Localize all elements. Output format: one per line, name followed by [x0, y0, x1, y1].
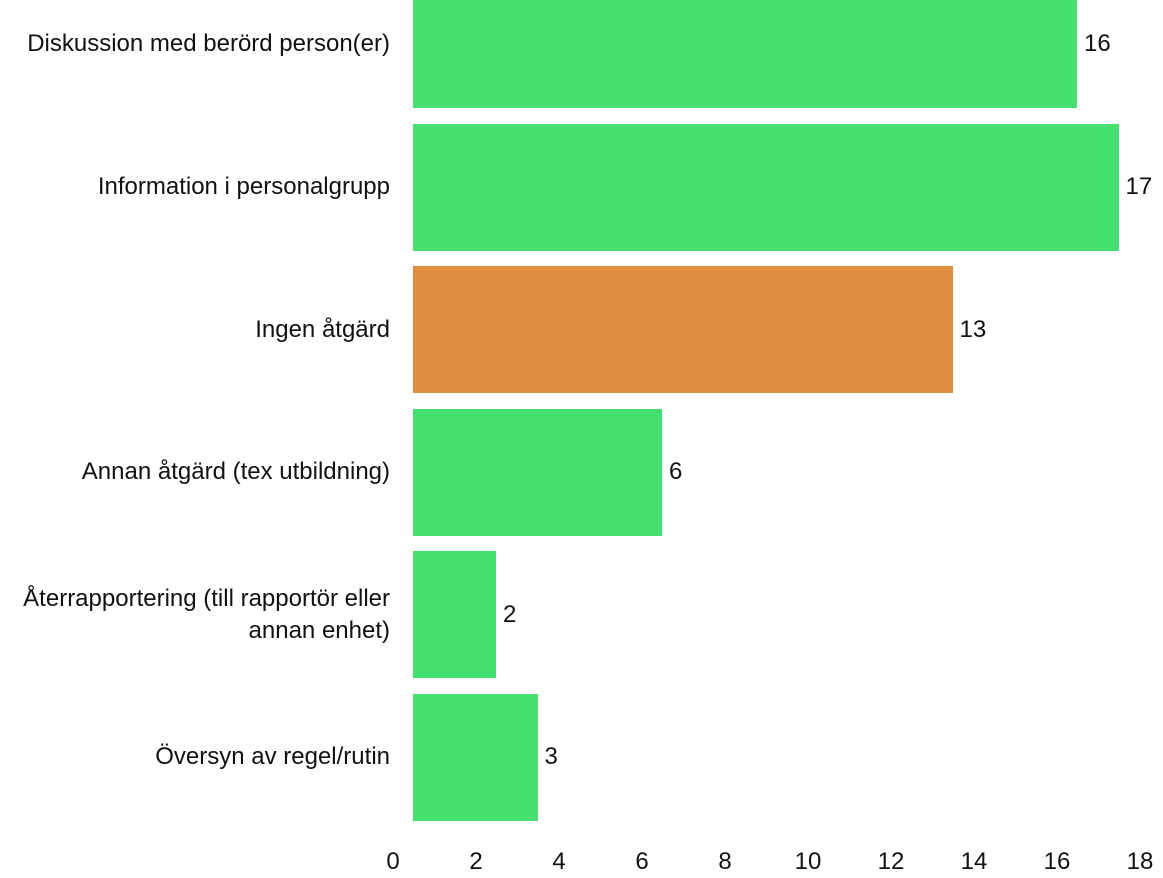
category-label-box: Diskussion med berörd person(er) [0, 0, 390, 94]
category-label: Ingen åtgärd [255, 315, 390, 343]
bar [413, 408, 662, 536]
x-tick-label: 14 [960, 848, 988, 875]
category-label: Översyn av regel/rutin [155, 743, 390, 771]
x-tick-label: 8 [718, 848, 732, 875]
value-label: 6 [669, 458, 683, 486]
value-label: 13 [959, 315, 987, 343]
category-label-box: Annan åtgärd (tex utbildning) [0, 422, 390, 522]
category-label-box: Ingen åtgärd [0, 280, 390, 380]
x-tick-label: 16 [1043, 848, 1071, 875]
category-label: Annan åtgärd (tex utbildning) [81, 458, 390, 486]
x-tick-label: 4 [552, 848, 566, 875]
category-label: Diskussion med berörd person(er) [27, 30, 390, 58]
value-label: 2 [503, 600, 517, 628]
x-tick-label: 2 [469, 848, 483, 875]
x-tick-label: 6 [635, 848, 649, 875]
x-tick-label: 12 [877, 848, 905, 875]
category-label: Återrapportering (till rapportör eller a… [23, 584, 390, 644]
bar [413, 551, 496, 679]
category-label-box: Information i personalgrupp [0, 137, 390, 237]
value-label: 17 [1125, 173, 1153, 200]
category-label-box: Översyn av regel/rutin [0, 707, 390, 807]
x-tick-label: 10 [794, 848, 822, 875]
x-tick-label: 18 [1126, 848, 1154, 875]
x-tick-label: 0 [386, 848, 400, 875]
value-label: 16 [1084, 30, 1111, 58]
bar [413, 123, 1119, 251]
category-label: Information i personalgrupp [97, 173, 390, 200]
bar [413, 0, 1077, 108]
value-label: 3 [544, 743, 558, 771]
bar [413, 693, 538, 821]
bar [413, 266, 953, 394]
category-label-box: Återrapportering (till rapportör eller a… [0, 565, 390, 665]
